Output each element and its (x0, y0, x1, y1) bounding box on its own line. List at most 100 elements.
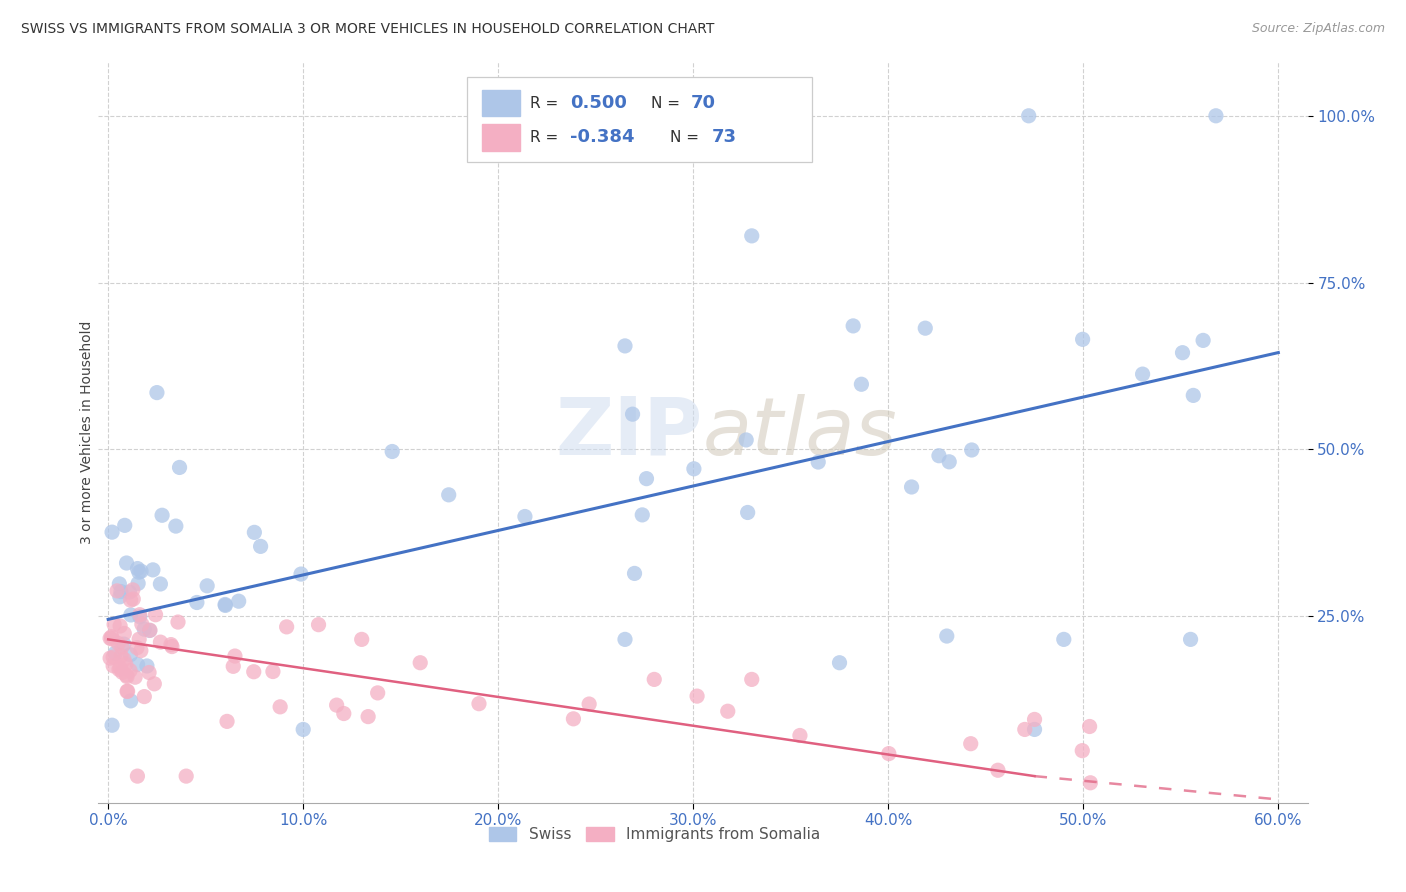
Point (117, 684, 139, 698)
Point (789, 729, 811, 743)
Text: N =: N = (651, 95, 685, 111)
Point (120, 694, 142, 708)
Point (114, 657, 136, 672)
Point (214, 599, 236, 613)
Point (145, 607, 167, 622)
Point (121, 582, 143, 597)
Point (683, 462, 706, 476)
Point (614, 632, 637, 647)
Bar (482, 90, 520, 117)
Point (614, 339, 637, 353)
Point (842, 318, 865, 333)
Point (101, 718, 124, 732)
Point (149, 635, 172, 649)
Point (621, 407, 644, 421)
Point (127, 576, 149, 591)
Point (938, 455, 960, 469)
Point (120, 593, 142, 607)
Point (308, 617, 330, 632)
Point (214, 598, 236, 612)
Point (1024, 723, 1046, 737)
Point (139, 624, 162, 638)
Point (928, 449, 950, 463)
Point (877, 747, 900, 761)
Point (108, 590, 131, 604)
Point (115, 670, 138, 684)
Point (108, 577, 131, 591)
Text: R =: R = (530, 95, 564, 111)
Point (437, 488, 460, 502)
Point (381, 444, 404, 458)
Point (1018, 109, 1040, 123)
Text: R =: R = (530, 129, 564, 145)
Point (122, 592, 145, 607)
Point (103, 617, 125, 632)
Text: SWISS VS IMMIGRANTS FROM SOMALIA 3 OR MORE VEHICLES IN HOUSEHOLD CORRELATION CHA: SWISS VS IMMIGRANTS FROM SOMALIA 3 OR MO… (21, 22, 714, 37)
Point (195, 579, 218, 593)
Point (112, 637, 135, 651)
Point (134, 690, 156, 704)
Point (1180, 632, 1202, 647)
Point (325, 698, 347, 712)
Text: 0.500: 0.500 (569, 95, 627, 112)
Point (128, 565, 150, 579)
Point (174, 769, 197, 783)
Point (562, 712, 585, 726)
Text: Source: ZipAtlas.com: Source: ZipAtlas.com (1251, 22, 1385, 36)
Point (357, 709, 380, 723)
Point (717, 704, 740, 718)
Point (150, 508, 173, 523)
Point (631, 508, 654, 522)
Point (1071, 744, 1094, 758)
Legend: Swiss, Immigrants from Somalia: Swiss, Immigrants from Somalia (482, 822, 827, 848)
FancyBboxPatch shape (467, 78, 811, 162)
Point (160, 640, 183, 654)
Point (1071, 332, 1094, 346)
Point (1080, 776, 1102, 790)
Text: 70: 70 (690, 95, 716, 112)
Text: N =: N = (671, 129, 704, 145)
Point (167, 615, 190, 629)
Point (222, 659, 245, 673)
Point (169, 460, 191, 475)
Point (242, 665, 264, 679)
Point (269, 699, 291, 714)
Point (134, 622, 156, 636)
Point (112, 626, 135, 640)
Point (110, 648, 132, 663)
Point (112, 652, 135, 666)
Point (98, 651, 121, 665)
Point (110, 584, 132, 599)
Point (735, 433, 758, 447)
Text: 73: 73 (711, 128, 737, 146)
Point (686, 689, 709, 703)
Point (290, 567, 312, 582)
Point (165, 519, 187, 533)
Point (276, 620, 298, 634)
Point (292, 723, 315, 737)
Point (959, 737, 981, 751)
Point (101, 525, 124, 540)
Point (741, 673, 763, 687)
Point (100, 630, 122, 644)
Point (108, 619, 131, 633)
Point (142, 563, 165, 577)
Point (111, 665, 134, 680)
Point (262, 665, 284, 679)
Point (960, 442, 983, 457)
Point (127, 657, 149, 672)
Point (115, 556, 138, 570)
Point (578, 697, 600, 711)
Point (367, 686, 389, 700)
Point (409, 656, 432, 670)
Point (987, 764, 1010, 778)
Point (636, 472, 658, 486)
Point (350, 632, 373, 647)
Point (105, 583, 128, 598)
Point (160, 638, 183, 652)
Point (136, 659, 159, 673)
Point (101, 658, 124, 673)
Point (138, 624, 160, 638)
Point (807, 455, 830, 469)
Point (468, 697, 491, 711)
